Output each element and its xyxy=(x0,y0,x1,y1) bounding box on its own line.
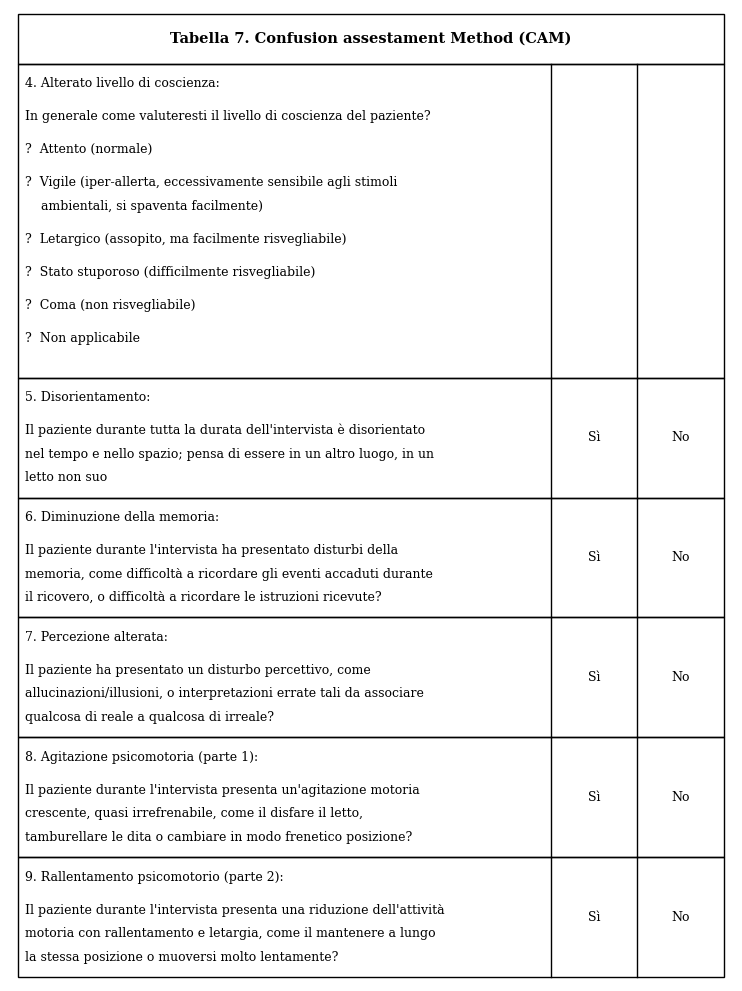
Bar xyxy=(18,737,724,857)
Text: Sì: Sì xyxy=(588,911,600,924)
Text: tamburellare le dita o cambiare in modo frenetico posizione?: tamburellare le dita o cambiare in modo … xyxy=(25,830,413,843)
Text: No: No xyxy=(672,911,690,924)
Text: ?  Non applicabile: ? Non applicabile xyxy=(25,332,140,345)
Text: No: No xyxy=(672,431,690,444)
Text: No: No xyxy=(672,551,690,564)
Bar xyxy=(18,63,724,378)
Text: motoria con rallentamento e letargia, come il mantenere a lungo: motoria con rallentamento e letargia, co… xyxy=(25,928,436,940)
Text: allucinazioni/illusioni, o interpretazioni errate tali da associare: allucinazioni/illusioni, o interpretazio… xyxy=(25,688,424,701)
Text: Sì: Sì xyxy=(588,431,600,444)
Text: ?  Stato stuporoso (difficilmente risvegliabile): ? Stato stuporoso (difficilmente risvegl… xyxy=(25,266,315,278)
Text: ambientali, si spaventa facilmente): ambientali, si spaventa facilmente) xyxy=(25,200,263,213)
Bar xyxy=(18,378,724,497)
Text: Tabella 7. Confusion assestament Method (CAM): Tabella 7. Confusion assestament Method … xyxy=(171,32,571,46)
Text: nel tempo e nello spazio; pensa di essere in un altro luogo, in un: nel tempo e nello spazio; pensa di esser… xyxy=(25,448,434,461)
Text: 8. Agitazione psicomotoria (parte 1):: 8. Agitazione psicomotoria (parte 1): xyxy=(25,751,258,764)
Bar xyxy=(18,14,724,63)
Text: Il paziente durante tutta la durata dell'intervista è disorientato: Il paziente durante tutta la durata dell… xyxy=(25,424,425,437)
Text: In generale come valuteresti il livello di coscienza del paziente?: In generale come valuteresti il livello … xyxy=(25,110,430,123)
Text: la stessa posizione o muoversi molto lentamente?: la stessa posizione o muoversi molto len… xyxy=(25,950,338,963)
Text: Il paziente durante l'intervista presenta una riduzione dell'attività: Il paziente durante l'intervista present… xyxy=(25,904,444,917)
Text: crescente, quasi irrefrenabile, come il disfare il letto,: crescente, quasi irrefrenabile, come il … xyxy=(25,808,363,821)
Text: memoria, come difficoltà a ricordare gli eventi accaduti durante: memoria, come difficoltà a ricordare gli… xyxy=(25,568,433,581)
Text: ?  Letargico (assopito, ma facilmente risvegliabile): ? Letargico (assopito, ma facilmente ris… xyxy=(25,233,347,246)
Bar xyxy=(18,857,724,977)
Text: No: No xyxy=(672,791,690,804)
Text: Sì: Sì xyxy=(588,551,600,564)
Text: Sì: Sì xyxy=(588,671,600,684)
Text: ?  Attento (normale): ? Attento (normale) xyxy=(25,144,152,157)
Text: qualcosa di reale a qualcosa di irreale?: qualcosa di reale a qualcosa di irreale? xyxy=(25,711,274,723)
Bar xyxy=(18,497,724,617)
Text: Sì: Sì xyxy=(588,791,600,804)
Text: 6. Diminuzione della memoria:: 6. Diminuzione della memoria: xyxy=(25,511,219,524)
Text: 5. Disorientamento:: 5. Disorientamento: xyxy=(25,391,151,404)
Text: letto non suo: letto non suo xyxy=(25,471,108,484)
Text: 9. Rallentamento psicomotorio (parte 2):: 9. Rallentamento psicomotorio (parte 2): xyxy=(25,871,283,884)
Text: No: No xyxy=(672,671,690,684)
Bar xyxy=(18,617,724,737)
Text: ?  Coma (non risvegliabile): ? Coma (non risvegliabile) xyxy=(25,299,195,312)
Text: 4. Alterato livello di coscienza:: 4. Alterato livello di coscienza: xyxy=(25,77,220,90)
Text: ?  Vigile (iper-allerta, eccessivamente sensibile agli stimoli: ? Vigile (iper-allerta, eccessivamente s… xyxy=(25,176,398,189)
Text: 7. Percezione alterata:: 7. Percezione alterata: xyxy=(25,631,168,644)
Text: il ricovero, o difficoltà a ricordare le istruzioni ricevute?: il ricovero, o difficoltà a ricordare le… xyxy=(25,591,381,604)
Text: Il paziente durante l'intervista ha presentato disturbi della: Il paziente durante l'intervista ha pres… xyxy=(25,544,398,557)
Text: Il paziente durante l'intervista presenta un'agitazione motoria: Il paziente durante l'intervista present… xyxy=(25,784,420,797)
Text: Il paziente ha presentato un disturbo percettivo, come: Il paziente ha presentato un disturbo pe… xyxy=(25,664,371,677)
